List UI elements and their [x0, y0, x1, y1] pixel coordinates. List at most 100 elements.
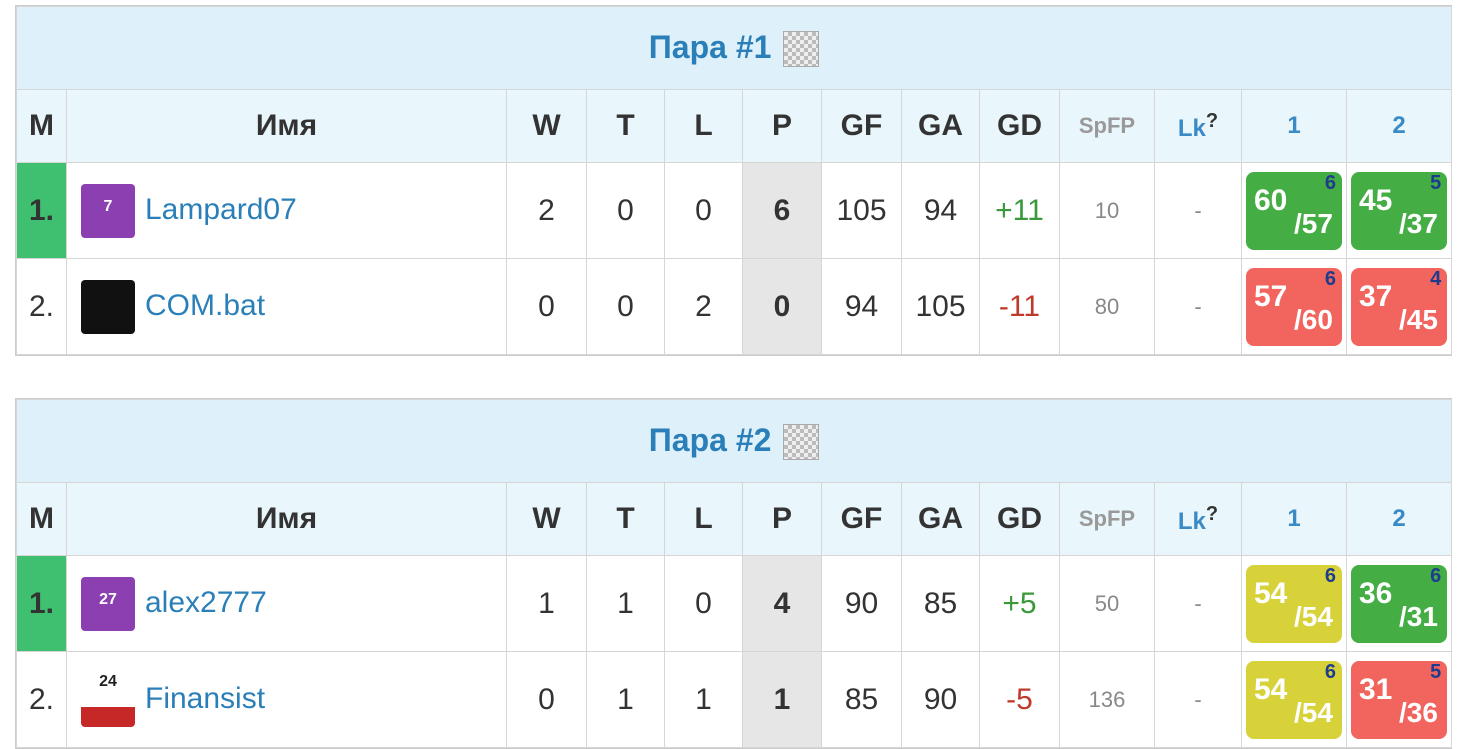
score-against: /60: [1294, 303, 1333, 335]
help-icon: ?: [1205, 109, 1219, 132]
match-box[interactable]: 36/31 6: [1351, 564, 1448, 643]
team-name[interactable]: Finansist: [145, 681, 266, 715]
p: 4: [773, 586, 791, 620]
lk: -: [1194, 197, 1202, 223]
round: 6: [1324, 171, 1336, 194]
t: 0: [617, 289, 634, 323]
header-cell: GD: [979, 482, 1060, 556]
header-label: Имя: [255, 109, 318, 142]
match-box[interactable]: 37/45 4: [1351, 267, 1448, 346]
grid-icon: [783, 424, 820, 461]
header-cell: Lk?: [1154, 89, 1242, 163]
ga: 90: [923, 682, 958, 716]
rank-text: 2.: [28, 682, 55, 716]
header-label: W: [532, 109, 561, 142]
team-row: 2. 24 Finansist 0 1 1 1 85 90 -5 136 - 54/54 6 31/36 5: [16, 651, 1453, 748]
rank-text: 2.: [28, 289, 55, 323]
header-row: M Имя W T L P GF GA GD SpFP Lk? 1 2: [16, 482, 1453, 556]
p: 1: [773, 682, 791, 716]
header-label: Имя: [255, 502, 318, 535]
table: Пара #1 M Имя W T L P GF GA GD SpFP Lk? 1 2 1. 7 Lampard…: [15, 6, 1453, 355]
score-for: 57: [1254, 279, 1288, 313]
header-label: 2: [1392, 112, 1406, 139]
ga: 85: [923, 586, 958, 620]
l-cell: 0: [664, 162, 743, 259]
team-name[interactable]: alex2777: [145, 585, 267, 619]
title: Пара #2: [648, 421, 772, 458]
group: Пара #2 M Имя W T L P GF GA GD SpFP Lk? 1 2 1. 27 alex27…: [15, 398, 1453, 749]
spfp: 136: [1088, 686, 1126, 712]
match-cell: 36/31 6: [1345, 555, 1453, 652]
title: Пара #1: [648, 28, 772, 65]
team-name[interactable]: COM.bat: [145, 288, 266, 322]
header-label: W: [532, 502, 561, 535]
avatar-label: 24: [99, 672, 117, 690]
header-cell: 1: [1241, 89, 1347, 163]
w-cell: 0: [506, 651, 587, 748]
header-cell: 2: [1345, 482, 1453, 556]
gf: 105: [836, 193, 887, 227]
header-cell: Имя: [66, 89, 507, 163]
title-row: Пара #1: [15, 6, 1453, 90]
score-against: /31: [1399, 600, 1438, 632]
team-name[interactable]: Lampard07: [145, 192, 297, 226]
rank-text: 1.: [28, 193, 55, 227]
header-label: L: [694, 109, 713, 142]
p: 6: [773, 193, 791, 227]
round: 6: [1430, 564, 1442, 587]
header-label: P: [771, 502, 792, 535]
score-for: 54: [1254, 576, 1288, 610]
match-cell: 57/60 6: [1241, 258, 1347, 355]
match-box[interactable]: 54/54 6: [1246, 564, 1342, 643]
spfp: 80: [1094, 293, 1120, 319]
p-cell: 0: [742, 258, 822, 355]
gd-cell: +5: [979, 555, 1060, 652]
w-cell: 1: [506, 555, 587, 652]
match-box[interactable]: 45/37 5: [1351, 171, 1448, 250]
score-for: 31: [1359, 672, 1393, 706]
match-box[interactable]: 60/57 6: [1246, 171, 1342, 250]
header-cell: M: [16, 482, 67, 556]
avatar: [81, 279, 135, 334]
header-cell: T: [586, 89, 665, 163]
spfp-cell: 50: [1059, 555, 1155, 652]
spfp: 10: [1094, 197, 1120, 223]
match-box[interactable]: 54/54 6: [1246, 660, 1342, 739]
score-against: /45: [1399, 303, 1438, 335]
ga-cell: 105: [901, 258, 980, 355]
header-label: 1: [1287, 112, 1301, 139]
t-cell: 1: [586, 651, 665, 748]
header-label: M: [29, 109, 54, 142]
match-box[interactable]: 57/60 6: [1246, 267, 1342, 346]
header-label: 1: [1287, 505, 1301, 532]
lk: -: [1194, 590, 1202, 616]
team-row: 2. COM.bat 0 0 2 0 94 105 -11 80 - 57/60 6 37/45 4: [16, 258, 1453, 355]
lk-cell: -: [1154, 651, 1242, 748]
score-for: 54: [1254, 672, 1288, 706]
group: Пара #1 M Имя W T L P GF GA GD SpFP Lk? 1 2 1. 7 Lampard…: [15, 5, 1453, 356]
header-label: 2: [1392, 505, 1406, 532]
ga-cell: 85: [901, 555, 980, 652]
header-label: SpFP: [1078, 113, 1136, 138]
header-label: GA: [918, 109, 963, 142]
avatar-label: 27: [99, 590, 117, 608]
match-cell: 37/45 4: [1345, 258, 1453, 355]
l-cell: 2: [664, 258, 743, 355]
l: 0: [695, 586, 712, 620]
score-against: /54: [1294, 600, 1333, 632]
table: Пара #2 M Имя W T L P GF GA GD SpFP Lk? 1 2 1. 27 alex27…: [15, 399, 1453, 748]
title-cell: Пара #2: [15, 399, 1453, 483]
header-cell: GA: [901, 482, 980, 556]
gd-cell: -11: [979, 258, 1060, 355]
header-cell: T: [586, 482, 665, 556]
match-cell: 54/54 6: [1241, 555, 1347, 652]
round: 5: [1430, 171, 1442, 194]
header-cell: GF: [821, 89, 902, 163]
gd: +5: [1002, 586, 1037, 620]
avatar: 24: [81, 672, 135, 727]
match-box[interactable]: 31/36 5: [1351, 660, 1448, 739]
rank: 1.: [16, 162, 67, 259]
header-cell: GA: [901, 89, 980, 163]
header-cell: W: [506, 482, 587, 556]
round: 4: [1430, 267, 1442, 290]
